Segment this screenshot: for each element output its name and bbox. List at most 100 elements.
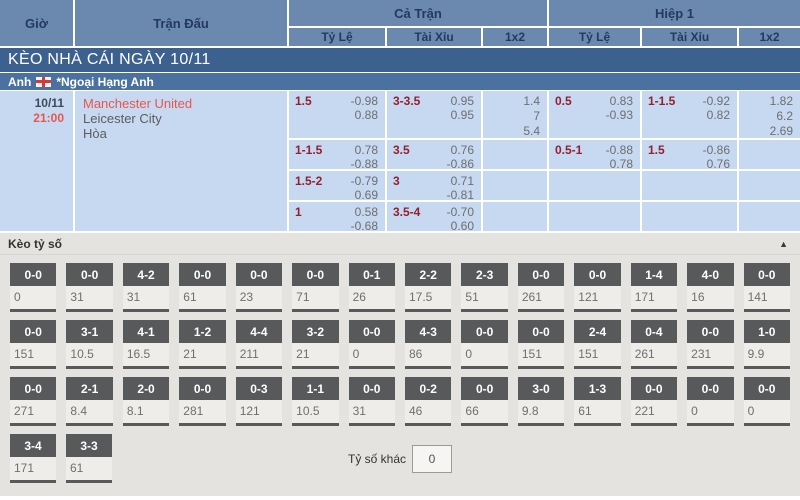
- odds-ft-handicap-r2[interactable]: 1-1.5 0.78 -0.88: [289, 140, 385, 169]
- odds-h1-handicap-r1[interactable]: 0.5 0.83 -0.93: [549, 91, 640, 138]
- score-bet-cell[interactable]: 2-3 51: [461, 263, 508, 312]
- score-bet-cell[interactable]: 1-2 21: [179, 320, 226, 369]
- header-ft-handicap: Tỷ Lệ: [289, 28, 385, 46]
- score-bet-cell[interactable]: 2-0 8.1: [122, 377, 170, 426]
- header-h1-overunder: Tài Xỉu: [642, 28, 737, 46]
- score-odds-value: 261: [517, 286, 565, 312]
- odds-ft-handicap-r1[interactable]: 1.5 -0.98 0.88: [289, 91, 385, 138]
- score-bet-cell[interactable]: 0-4 261: [630, 320, 678, 369]
- score-bet-cell[interactable]: 0-0 231: [687, 320, 734, 369]
- score-bet-cell[interactable]: 1-0 9.9: [743, 320, 790, 369]
- odds-ft-overunder-r2[interactable]: 3.5 0.76 -0.86: [387, 140, 481, 169]
- score-odds-value: 10.5: [66, 343, 113, 369]
- score-bet-cell[interactable]: 0-0 71: [292, 263, 339, 312]
- odds-ft-overunder-r1[interactable]: 3-3.5 0.95 0.95: [387, 91, 481, 138]
- score-bet-cell[interactable]: 0-0 121: [574, 263, 621, 312]
- score-odds-value: 231: [687, 343, 734, 369]
- score-label: 4-2: [122, 263, 170, 286]
- score-bet-cell[interactable]: 0-0 151: [10, 320, 57, 369]
- odds-ft-1x2-r1[interactable]: 1.4 7 5.4: [483, 91, 547, 138]
- other-score-box[interactable]: 0: [412, 444, 453, 473]
- score-bet-cell[interactable]: 2-1 8.4: [66, 377, 113, 426]
- odds-h1-1x2-r4: [739, 202, 800, 231]
- score-bet-cell[interactable]: 3-3 61: [66, 434, 112, 483]
- score-bet-cell[interactable]: 0-0 221: [630, 377, 678, 426]
- score-bet-cell[interactable]: 1-4 171: [630, 263, 678, 312]
- score-bet-cell[interactable]: 0-0 23: [235, 263, 283, 312]
- odds-h1-handicap-r4: [549, 202, 640, 231]
- league-country: Anh: [8, 74, 32, 89]
- score-label: 3-2: [292, 320, 339, 343]
- header-h1-handicap: Tỷ Lệ: [549, 28, 640, 46]
- score-odds-value: 0: [743, 400, 790, 426]
- odds-h1-handicap-r2[interactable]: 0.5-1 -0.88 0.78: [549, 140, 640, 169]
- score-bet-cell[interactable]: 0-0 151: [517, 320, 565, 369]
- score-odds-value: 86: [404, 343, 452, 369]
- score-bet-cell[interactable]: 0-0 0: [461, 320, 508, 369]
- score-bet-cell[interactable]: 0-0 281: [179, 377, 226, 426]
- score-bet-cell[interactable]: 2-4 151: [574, 320, 621, 369]
- score-odds-value: 171: [10, 457, 56, 483]
- score-bet-cell[interactable]: 0-0 141: [743, 263, 790, 312]
- score-bet-cell[interactable]: 0-0 271: [10, 377, 57, 426]
- score-bet-cell[interactable]: 3-0 9.8: [517, 377, 565, 426]
- odds-ft-handicap-r4[interactable]: 1 0.58 -0.68: [289, 202, 385, 231]
- score-bet-cell[interactable]: 0-3 121: [235, 377, 283, 426]
- odds-line: 3-3.5: [393, 94, 421, 108]
- collapse-triangle-icon[interactable]: ▲: [779, 238, 788, 249]
- match-time-cell: 10/11 21:00: [0, 91, 73, 231]
- odds-h1-overunder-r1[interactable]: 1-1.5 -0.92 0.82: [642, 91, 737, 138]
- odds-h1-handicap-r3: [549, 171, 640, 200]
- score-odds-value: 16: [687, 286, 734, 312]
- score-odds-value: 261: [630, 343, 678, 369]
- score-bet-cell[interactable]: 2-2 17.5: [404, 263, 452, 312]
- score-bet-cell[interactable]: 0-0 31: [348, 377, 395, 426]
- odds-h1-overunder-r2[interactable]: 1.5 -0.86 0.76: [642, 140, 737, 169]
- odds-ft-overunder-r3[interactable]: 3 0.71 -0.81: [387, 171, 481, 200]
- score-bet-cell[interactable]: 3-2 21: [292, 320, 339, 369]
- score-bet-cell[interactable]: 3-4 171: [10, 434, 56, 483]
- header-ft-1x2: 1x2: [483, 28, 547, 46]
- score-odds-value: 21: [292, 343, 339, 369]
- score-bet-cell[interactable]: 4-4 211: [235, 320, 283, 369]
- score-bet-cell[interactable]: 0-0 261: [517, 263, 565, 312]
- score-bet-cell[interactable]: 4-3 86: [404, 320, 452, 369]
- odds-table-header: Giờ Trận Đấu Cả Trận Hiệp 1 Tỷ Lệ Tài Xỉ…: [0, 0, 800, 46]
- match-odds-table: 10/11 21:00 Manchester United Leicester …: [0, 91, 800, 231]
- score-bet-cell[interactable]: 4-0 16: [687, 263, 734, 312]
- score-label: 1-2: [179, 320, 226, 343]
- match-date: 10/11: [34, 96, 64, 110]
- score-bet-cell[interactable]: 1-3 61: [574, 377, 621, 426]
- score-bet-cell[interactable]: 0-0 31: [66, 263, 113, 312]
- odds-ft-overunder-r4[interactable]: 3.5-4 -0.70 0.60: [387, 202, 481, 231]
- score-odds-value: 16.5: [122, 343, 170, 369]
- score-bet-cell[interactable]: 1-1 10.5: [292, 377, 339, 426]
- score-bet-cell[interactable]: 4-2 31: [122, 263, 170, 312]
- league-row[interactable]: Anh *Ngoại Hạng Anh: [0, 73, 800, 90]
- score-bet-cell[interactable]: 3-1 10.5: [66, 320, 113, 369]
- odds-ft-1x2-r2: [483, 140, 547, 169]
- odds-ft-handicap-r3[interactable]: 1.5-2 -0.79 0.69: [289, 171, 385, 200]
- odds-h1-1x2-r3: [739, 171, 800, 200]
- score-bet-cell[interactable]: 0-0 0: [687, 377, 734, 426]
- odds-h1-1x2-r1[interactable]: 1.82 6.2 2.69: [739, 91, 800, 138]
- score-bet-cell[interactable]: 0-0 61: [179, 263, 226, 312]
- score-label: 0-0: [10, 320, 57, 343]
- odds-ft-1x2-r4: [483, 202, 547, 231]
- score-label: 0-0: [235, 263, 283, 286]
- score-bet-cell[interactable]: 0-2 46: [404, 377, 452, 426]
- score-bet-cell[interactable]: 0-0 0: [743, 377, 790, 426]
- score-bet-cell[interactable]: 0-0 0: [348, 320, 395, 369]
- score-bet-cell[interactable]: 4-1 16.5: [122, 320, 170, 369]
- score-section-title: Kèo tỷ số: [8, 236, 63, 251]
- odds-line: 1-1.5: [295, 143, 323, 157]
- score-bet-cell[interactable]: 0-0 66: [461, 377, 508, 426]
- team-home[interactable]: Manchester United: [83, 96, 193, 111]
- score-label: 1-0: [743, 320, 790, 343]
- score-section-header[interactable]: Kèo tỷ số ▲: [0, 233, 800, 255]
- score-odds-value: 0: [10, 286, 57, 312]
- score-bet-cell[interactable]: 0-1 26: [348, 263, 395, 312]
- odds-line: 1.5: [648, 143, 665, 157]
- score-row-partial: 3-4 171 3-3 61: [10, 434, 112, 483]
- score-bet-cell[interactable]: 0-0 0: [10, 263, 57, 312]
